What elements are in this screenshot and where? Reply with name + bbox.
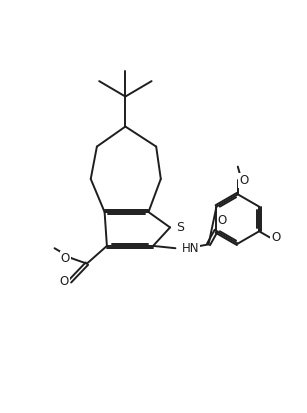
Text: O: O [61, 252, 70, 265]
Text: O: O [271, 231, 281, 244]
Text: S: S [176, 221, 184, 234]
Text: O: O [218, 214, 227, 228]
Text: O: O [239, 174, 249, 187]
Text: HN: HN [182, 242, 199, 255]
Text: O: O [59, 275, 68, 288]
